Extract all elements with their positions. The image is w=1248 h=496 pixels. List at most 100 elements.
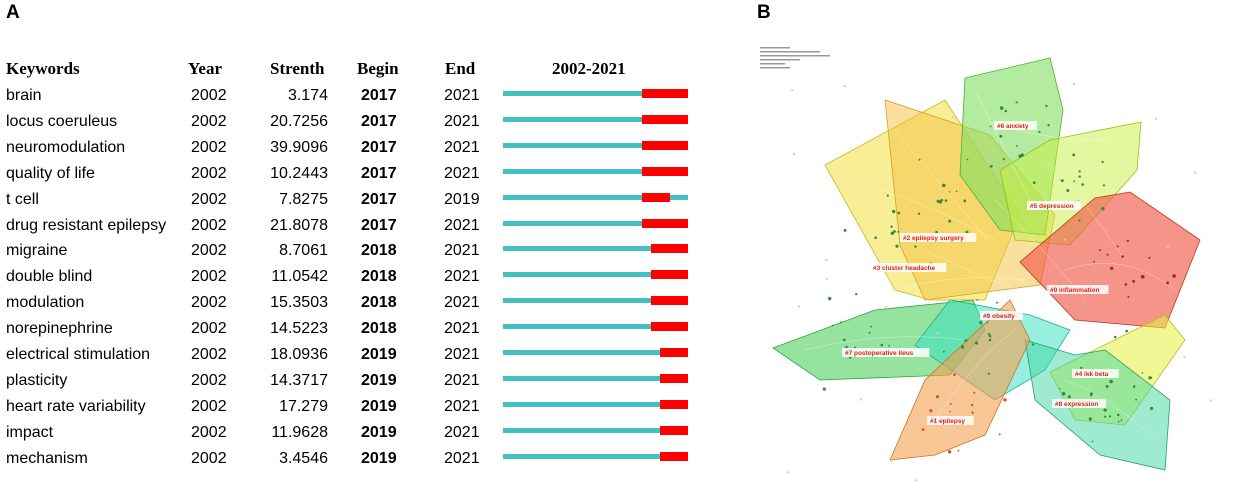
end-cell: 2021 (444, 449, 480, 467)
network-node (1141, 372, 1144, 374)
timeline-bar (503, 168, 688, 174)
year-cell: 2002 (191, 423, 227, 441)
keyword-cell: locus coeruleus (6, 112, 118, 130)
network-node (1002, 158, 1005, 161)
cluster-network-svg: #0 inflammation #1 epilepsy #2 epilepsy su… (760, 47, 1212, 482)
end-cell: 2021 (444, 164, 480, 182)
network-node (921, 428, 925, 431)
cluster-label-bg (900, 233, 977, 242)
outlier-node (1063, 238, 1066, 241)
network-node (1093, 261, 1096, 263)
strength-cell: 3.174 (287, 87, 328, 104)
network-node (1150, 406, 1154, 411)
network-node (947, 450, 952, 454)
network-node (1116, 413, 1120, 417)
network-node (918, 158, 921, 161)
network-node (957, 449, 960, 452)
cluster-label-text: #6 anxiety (997, 123, 1029, 130)
network-node (1127, 295, 1130, 298)
begin-cell: 2018 (361, 242, 397, 260)
panel-a-label: A (6, 2, 20, 23)
strength-cell: 21.8078 (270, 216, 328, 234)
burst-bar (651, 244, 688, 254)
network-node (1091, 440, 1094, 443)
strength-cell: 8.7061 (279, 242, 328, 260)
table-row: norepinephrine 2002 14.5223 2018 2021 (0, 316, 720, 342)
network-node (1078, 175, 1081, 178)
network-node (1124, 283, 1128, 286)
network-node (1108, 415, 1112, 418)
network-node (965, 230, 969, 234)
network-nodes (786, 83, 1212, 482)
network-node (996, 301, 999, 304)
outlier-node (797, 305, 800, 308)
network-node (1015, 101, 1018, 104)
year-cell: 2002 (191, 294, 227, 312)
year-cell: 2002 (191, 242, 227, 260)
network-node (966, 158, 969, 161)
strength-cell: 14.5223 (270, 320, 328, 338)
network-node (890, 225, 893, 228)
outlier-node (1210, 399, 1212, 402)
network-node (979, 321, 983, 325)
outlier-node (1113, 427, 1116, 430)
network-node (914, 245, 917, 248)
begin-cell: 2018 (361, 268, 397, 286)
network-node (890, 231, 894, 235)
cluster-label-c4: #4 ikk beta (1072, 369, 1119, 378)
network-node (897, 230, 900, 233)
burst-bar (660, 348, 688, 357)
burst-bar (641, 114, 688, 124)
network-node (949, 402, 952, 405)
cluster-label-text: #0 inflammation (1050, 287, 1100, 294)
burst-bar (651, 270, 688, 280)
burst-bar (660, 451, 688, 461)
network-node (971, 403, 974, 407)
keyword-cell: drug resistant epilepsy (6, 216, 167, 234)
end-cell: 2021 (444, 294, 480, 312)
strength-cell: 17.279 (279, 397, 328, 415)
network-node (1120, 419, 1123, 422)
outlier-node (952, 116, 955, 119)
header-end: End (445, 59, 476, 78)
hull-c5 (999, 121, 1142, 246)
strength-cell: 20.7256 (270, 112, 328, 130)
network-node (1101, 160, 1104, 164)
network-node (1072, 153, 1076, 157)
network-node (870, 325, 872, 328)
keyword-cell: brain (6, 87, 42, 104)
network-node (1121, 255, 1124, 258)
year-cell: 2002 (191, 87, 227, 104)
network-node (942, 350, 945, 353)
network-node (1099, 249, 1102, 252)
network-node (949, 410, 952, 413)
keyword-cell: t cell (6, 190, 39, 208)
table-row: drug resistant epilepsy 2002 21.8078 2017 20… (0, 213, 720, 239)
network-node (988, 338, 992, 342)
end-cell: 2021 (444, 346, 480, 363)
cluster-label-text: #3 cluster headache (873, 265, 936, 272)
header-begin: Begin (357, 59, 399, 78)
network-node (989, 164, 993, 168)
keyword-cell: quality of life (6, 164, 95, 182)
network-node (1067, 395, 1071, 399)
begin-cell: 2019 (361, 423, 397, 441)
table-row: t cell 2002 7.8275 2017 2019 (0, 187, 720, 213)
network-node (1018, 154, 1022, 158)
outlier-node (793, 153, 795, 156)
network-node (868, 331, 871, 334)
cluster-label-text: #2 epilepsy surgery (903, 235, 964, 242)
network-node (987, 372, 990, 375)
strength-cell: 11.0542 (271, 268, 328, 286)
network-node (1126, 239, 1129, 243)
network-node (998, 433, 1001, 436)
network-node (1109, 379, 1113, 384)
network-node (886, 194, 889, 197)
keyword-cell: migraine (6, 242, 68, 260)
network-node (986, 321, 988, 324)
network-node (935, 230, 938, 234)
outlier-node (1059, 179, 1061, 182)
network-node (842, 338, 846, 342)
table-row: migraine 2002 8.7061 2018 2021 (0, 238, 720, 264)
keyword-cell: double blind (6, 268, 93, 286)
